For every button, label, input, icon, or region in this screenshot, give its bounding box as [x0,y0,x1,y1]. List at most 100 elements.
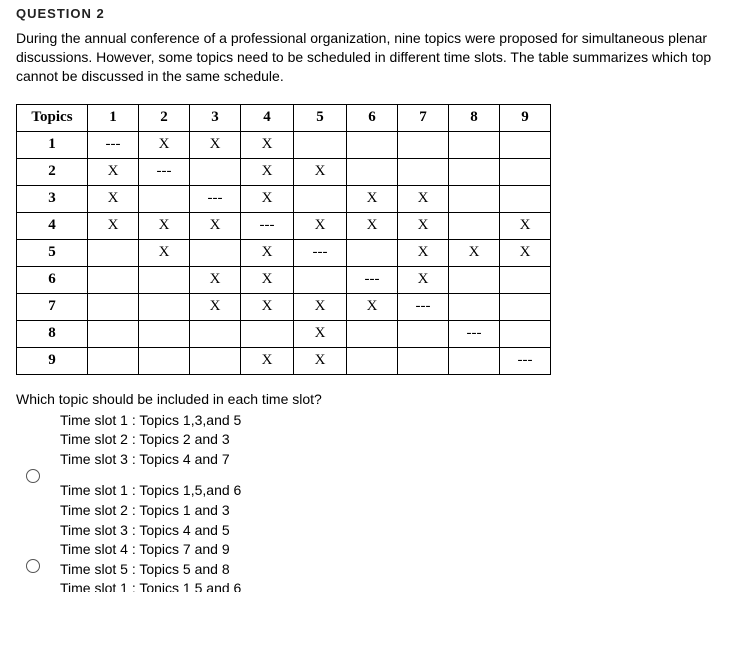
row-header: 3 [17,185,88,212]
cell [347,347,398,374]
cell [347,320,398,347]
cell [139,293,190,320]
cell: X [241,266,294,293]
cell [347,131,398,158]
cell [88,347,139,374]
answer-option: Time slot 1 : Topics 1,3,and 5Time slot … [16,411,736,470]
cell: X [88,158,139,185]
cell: X [241,347,294,374]
cell [294,185,347,212]
cell [449,131,500,158]
cell: X [241,185,294,212]
cell [139,185,190,212]
cell: X [398,212,449,239]
cell [139,266,190,293]
row-header: 8 [17,320,88,347]
cell [500,266,551,293]
cell [500,158,551,185]
cell: X [241,158,294,185]
cell: X [294,212,347,239]
option-lines: Time slot 1 : Topics 1,3,and 5Time slot … [50,411,736,470]
header-col: 6 [347,104,398,131]
cell: X [241,293,294,320]
cell: X [190,212,241,239]
cell: X [500,212,551,239]
cell [500,320,551,347]
cell: X [347,293,398,320]
cell [190,239,241,266]
cell [449,185,500,212]
time-slot-prompt: Which topic should be included in each t… [16,391,736,407]
table-row: 4XXX---XXXX [17,212,551,239]
cell: --- [347,266,398,293]
option-radio[interactable] [26,559,40,573]
cell: X [88,212,139,239]
cell [398,320,449,347]
option-line: Time slot 1 : Topics 1,3,and 5 [60,411,736,431]
row-header: 7 [17,293,88,320]
cell: X [294,293,347,320]
cell [500,185,551,212]
cell [449,293,500,320]
cell: --- [294,239,347,266]
header-col: 3 [190,104,241,131]
cell [398,158,449,185]
header-col: 9 [500,104,551,131]
option-line: Time slot 1 : Topics 1,5,and 6 [60,481,736,501]
table-row: 7XXXX--- [17,293,551,320]
cell [398,131,449,158]
option-line: Time slot 3 : Topics 4 and 5 [60,521,736,541]
cell [449,212,500,239]
cell: X [398,266,449,293]
cell [500,131,551,158]
table-row: 8X--- [17,320,551,347]
cell [190,158,241,185]
cell [190,347,241,374]
option-lines: Time slot 1 : Topics 1,5,and 6Time slot … [50,481,736,592]
table-row: 5XX---XXX [17,239,551,266]
cell [139,347,190,374]
cell: X [190,131,241,158]
cell: X [139,131,190,158]
option-line: Time slot 2 : Topics 1 and 3 [60,501,736,521]
cell [241,320,294,347]
header-col: 7 [398,104,449,131]
topics-table: Topics 1 2 3 4 5 6 7 8 9 1---XXX2X---XX3… [16,104,551,375]
cell [294,131,347,158]
cell [190,320,241,347]
cell [88,320,139,347]
cell: --- [241,212,294,239]
header-col: 1 [88,104,139,131]
cell: X [398,185,449,212]
option-line: Time slot 5 : Topics 5 and 8 [60,560,736,580]
answer-option: Time slot 1 : Topics 1,5,and 6Time slot … [16,481,736,592]
option-line: Time slot 3 : Topics 4 and 7 [60,450,736,470]
header-col: 5 [294,104,347,131]
table-row: 2X---XX [17,158,551,185]
option-line: Time slot 2 : Topics 2 and 3 [60,430,736,450]
table-row: 9XX--- [17,347,551,374]
cell: --- [500,347,551,374]
cell: X [347,212,398,239]
option-line: Time slot 4 : Topics 7 and 9 [60,540,736,560]
cell: X [190,266,241,293]
row-header: 9 [17,347,88,374]
cell: X [241,131,294,158]
cell [294,266,347,293]
row-header: 1 [17,131,88,158]
cell: --- [398,293,449,320]
header-col: 4 [241,104,294,131]
cell: X [449,239,500,266]
cell: --- [449,320,500,347]
cell: X [398,239,449,266]
cell [500,293,551,320]
header-col: 2 [139,104,190,131]
cell [398,347,449,374]
cell: --- [88,131,139,158]
header-col: 8 [449,104,500,131]
cell: X [190,293,241,320]
table-header-row: Topics 1 2 3 4 5 6 7 8 9 [17,104,551,131]
row-header: 6 [17,266,88,293]
cell [88,239,139,266]
question-label: QUESTION 2 [16,6,736,21]
